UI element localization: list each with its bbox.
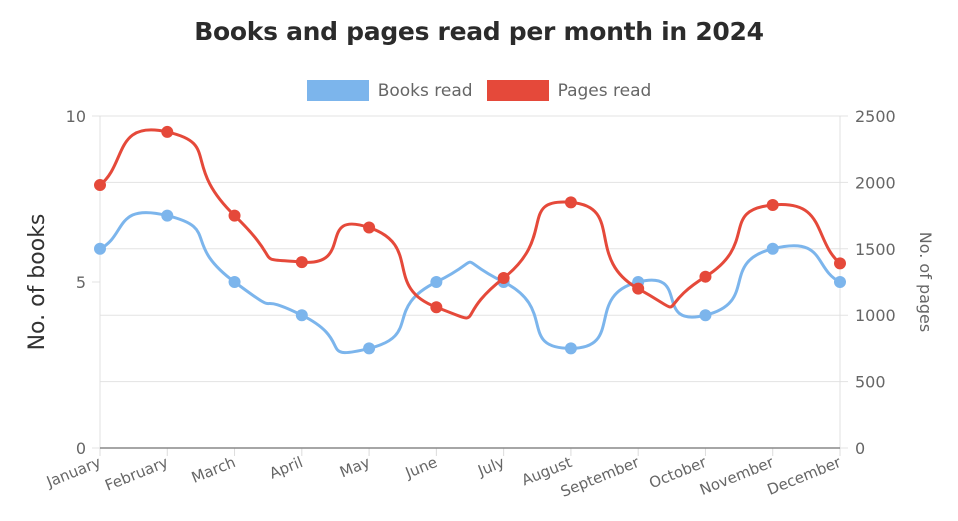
y-right-tick-label: 0 [855, 439, 865, 458]
data-series [94, 125, 846, 355]
gridlines [92, 115, 848, 456]
data-point[interactable] [632, 282, 645, 295]
y-left-tick-label: 10 [66, 107, 86, 126]
data-point[interactable] [497, 272, 510, 285]
y-right-tick-label: 2500 [855, 107, 896, 126]
y-axis-right-title: No. of pages [916, 232, 935, 332]
series-pages-read [94, 125, 846, 320]
legend-swatch-books [306, 80, 369, 101]
y-right-tick-label: 1000 [855, 306, 896, 325]
data-point[interactable] [295, 256, 308, 269]
y-right-tick-label: 2000 [855, 173, 896, 192]
series-books-read [94, 209, 846, 355]
data-point[interactable] [228, 209, 241, 222]
series-line [99, 128, 841, 320]
data-point[interactable] [834, 276, 846, 288]
x-tick-label: May [337, 453, 373, 481]
y-axis-right-ticks: 0 500 1000 1500 2000 2500 [855, 107, 896, 458]
y-axis-left-title: No. of books [25, 214, 50, 351]
data-point[interactable] [766, 198, 779, 211]
legend-item-books-read[interactable]: Books read [306, 80, 473, 101]
data-point[interactable] [699, 270, 712, 283]
y-axis-left-ticks: 0 5 10 [66, 107, 86, 458]
data-point[interactable] [564, 196, 577, 209]
x-tick-label: December [765, 453, 845, 499]
data-point[interactable] [295, 309, 308, 322]
x-tick-label: March [189, 453, 238, 487]
data-point[interactable] [766, 242, 779, 255]
data-point[interactable] [161, 209, 174, 222]
data-point[interactable] [228, 276, 241, 288]
legend-item-pages-read[interactable]: Pages read [486, 80, 652, 101]
x-tick-label: April [267, 453, 306, 483]
data-point[interactable] [699, 309, 712, 322]
data-point[interactable] [363, 221, 376, 234]
chart-legend: Books read Pages read [0, 80, 958, 101]
data-point[interactable] [564, 342, 577, 355]
x-tick-label: January [43, 453, 104, 491]
series-line [99, 211, 841, 355]
y-left-tick-label: 5 [76, 273, 86, 292]
x-tick-label: July [474, 453, 507, 480]
data-point[interactable] [161, 125, 174, 138]
legend-swatch-pages [486, 80, 549, 101]
data-point[interactable] [430, 301, 443, 314]
y-right-tick-label: 500 [855, 373, 886, 392]
legend-label-pages: Pages read [557, 80, 652, 101]
data-point[interactable] [94, 179, 106, 192]
axes [99, 116, 841, 449]
x-tick-label: November [697, 453, 777, 499]
x-tick-label: February [102, 453, 170, 495]
legend-label-books: Books read [377, 80, 473, 101]
y-right-tick-label: 1500 [855, 240, 896, 259]
data-point[interactable] [430, 276, 443, 288]
x-tick-label: June [402, 453, 440, 482]
data-point[interactable] [363, 342, 376, 355]
chart-title: Books and pages read per month in 2024 [194, 17, 764, 46]
x-tick-label: September [558, 453, 642, 501]
data-point[interactable] [94, 242, 106, 255]
data-point[interactable] [834, 257, 846, 270]
y-left-tick-label: 0 [76, 439, 86, 458]
